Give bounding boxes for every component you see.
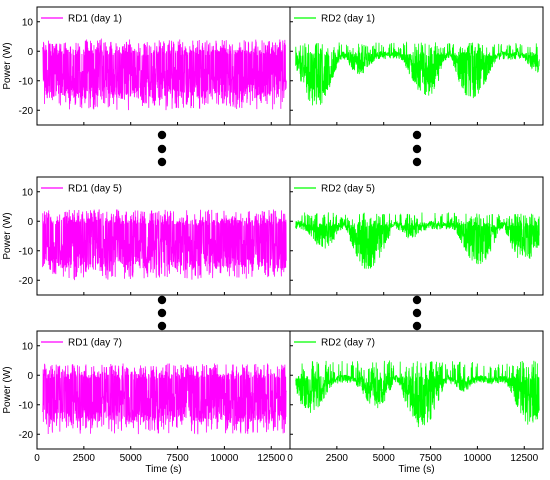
series-line (42, 209, 287, 281)
dot (412, 144, 422, 154)
legend: RD1 (day 5) (41, 184, 122, 195)
legend-label: RD1 (day 5) (68, 184, 122, 195)
x-tick-label: 10000 (464, 453, 492, 464)
dot (157, 308, 167, 318)
y-tick-label: 10 (22, 187, 34, 198)
legend: RD2 (day 5) (294, 184, 375, 195)
y-tick-label: -10 (19, 76, 34, 87)
dot (157, 295, 167, 305)
ellipsis-dots (412, 295, 422, 331)
legend: RD1 (day 7) (41, 338, 122, 349)
dot (157, 144, 167, 154)
y-axis-label: Power (W) (2, 42, 13, 89)
x-tick-label: 7500 (419, 453, 442, 464)
x-tick-label: 12500 (257, 453, 285, 464)
ellipsis-dots (412, 130, 422, 167)
legend-label: RD2 (day 1) (321, 14, 375, 25)
x-tick-label: 7500 (166, 453, 189, 464)
plot-frame (289, 330, 544, 450)
y-tick-label: -10 (19, 400, 34, 411)
legend: RD1 (day 1) (41, 14, 122, 25)
panel-bottom-right: 0 2500 5000 7500 10000 12500 Time (s) RD2 (day … (287, 330, 544, 475)
dot (412, 321, 422, 331)
legend-label: RD2 (day 5) (321, 184, 375, 195)
panel-middle-right: RD2 (day 5) (289, 176, 544, 296)
x-tick-label: 12500 (510, 453, 538, 464)
x-tick-label: 5000 (120, 453, 143, 464)
y-axis-label: Power (W) (2, 366, 13, 413)
x-tick-label: 10000 (211, 453, 239, 464)
dot (412, 295, 422, 305)
legend-label: RD1 (day 7) (68, 338, 122, 349)
dot (412, 130, 422, 140)
x-tick-label: 0 (34, 453, 40, 464)
x-tick-label: 2500 (326, 453, 349, 464)
plot-frame (289, 176, 544, 296)
dot (157, 157, 167, 167)
y-axis-label: Power (W) (2, 212, 13, 259)
y-tick-label: -20 (19, 106, 34, 117)
legend: RD2 (day 7) (294, 338, 375, 349)
x-tick-label: 0 (287, 453, 293, 464)
y-tick-label: -20 (19, 430, 34, 441)
legend-label: RD1 (day 1) (68, 14, 122, 25)
series-line (295, 360, 540, 428)
series-line (295, 212, 540, 269)
y-tick-label: -10 (19, 246, 34, 257)
x-axis-label: Time (s) (145, 464, 181, 475)
panel-bottom-left: 10 0 -10 -20 Power (W) 0 2500 5000 7500 10000 1250… (2, 330, 291, 475)
x-axis-label: Time (s) (398, 464, 434, 475)
x-tick-label: 5000 (373, 453, 396, 464)
y-tick-label: -20 (19, 276, 34, 287)
y-tick-label: 10 (22, 17, 34, 28)
ellipsis-dots (157, 295, 167, 331)
ellipsis-dots (157, 130, 167, 167)
dot (157, 321, 167, 331)
legend-label: RD2 (day 7) (321, 338, 375, 349)
y-tick-label: 10 (22, 341, 34, 352)
panel-top-right: RD2 (day 1) (289, 6, 544, 126)
series-line (42, 37, 287, 111)
dot (157, 130, 167, 140)
plot-frame (289, 6, 544, 126)
panel-middle-left: 10 0 -10 -20 Power (W) RD1 (day 5) (2, 176, 291, 296)
y-tick-label: 0 (27, 47, 33, 58)
y-tick-label: 0 (27, 371, 33, 382)
panel-top-left: 10 0 -10 -20 Power (W) RD1 (day 1) (2, 6, 291, 126)
dot (412, 308, 422, 318)
x-tick-label: 2500 (73, 453, 96, 464)
series-line (295, 41, 540, 106)
y-tick-label: 0 (27, 217, 33, 228)
dot (412, 157, 422, 167)
series-line (42, 363, 287, 435)
legend: RD2 (day 1) (294, 14, 375, 25)
